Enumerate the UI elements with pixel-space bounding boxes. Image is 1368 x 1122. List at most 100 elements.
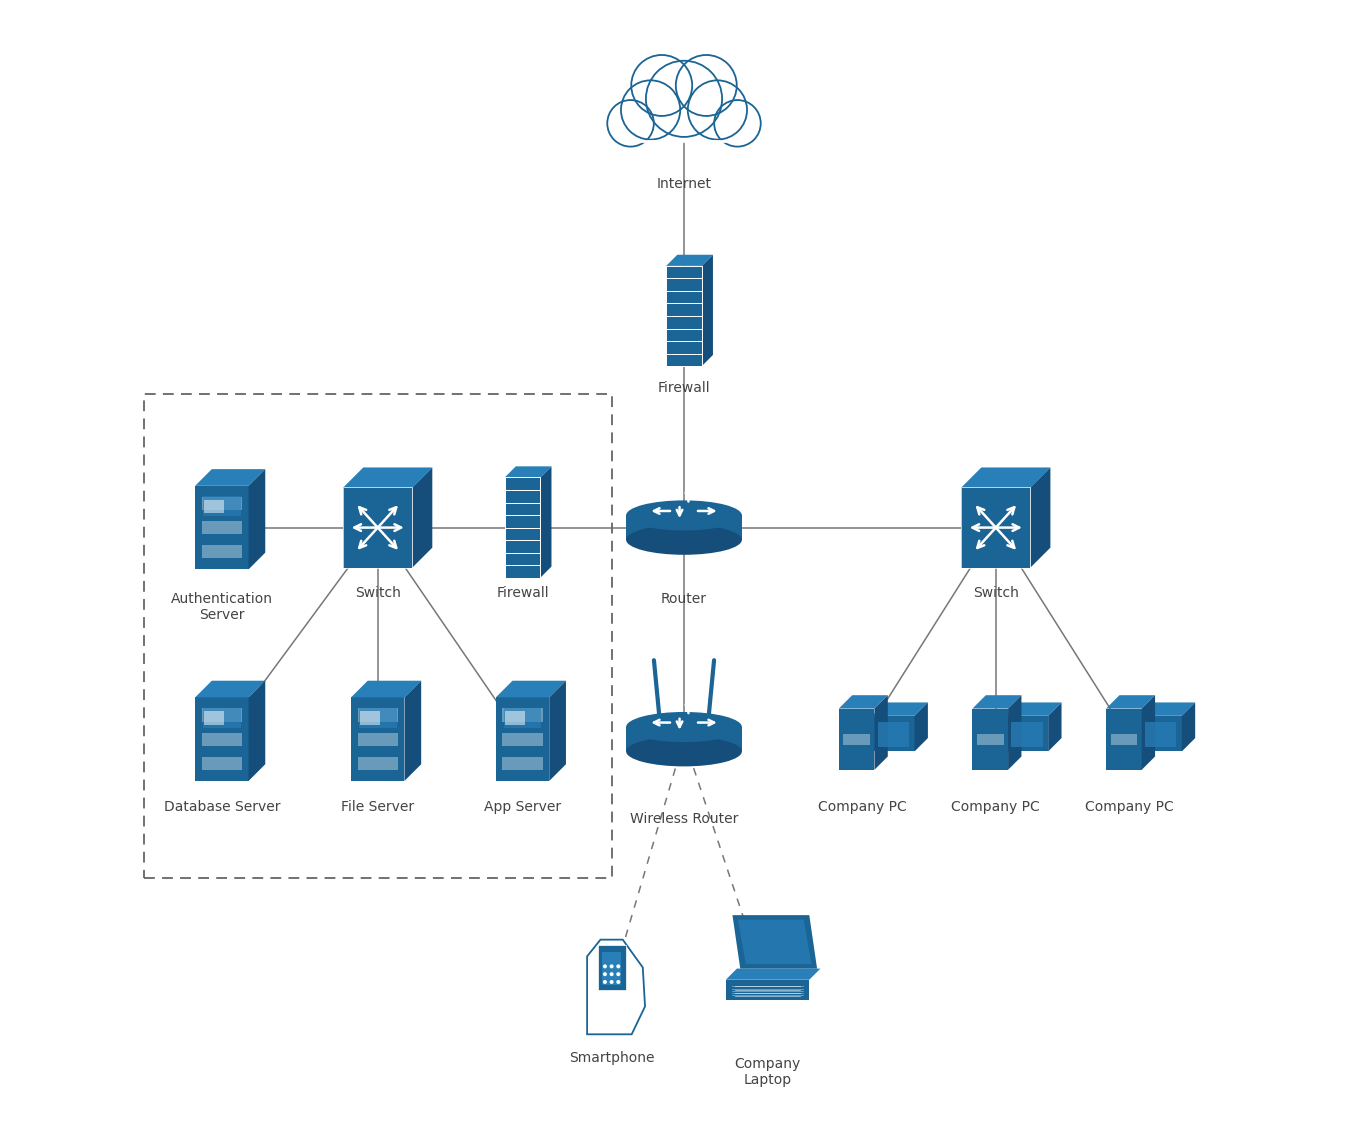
Bar <box>202 708 242 721</box>
Polygon shape <box>973 696 1022 709</box>
Polygon shape <box>343 468 432 487</box>
Polygon shape <box>962 487 1030 568</box>
Polygon shape <box>196 469 265 486</box>
Bar <box>602 951 621 985</box>
Text: Company PC: Company PC <box>1085 800 1174 815</box>
Circle shape <box>621 81 680 139</box>
Ellipse shape <box>627 736 741 766</box>
Bar <box>358 708 397 728</box>
Ellipse shape <box>627 500 741 531</box>
Bar <box>977 734 1004 745</box>
Bar <box>1145 723 1176 747</box>
Circle shape <box>607 100 654 147</box>
Text: File Server: File Server <box>341 800 415 815</box>
Bar <box>666 303 702 316</box>
Polygon shape <box>874 696 888 770</box>
Polygon shape <box>839 696 888 709</box>
Text: Firewall: Firewall <box>497 586 549 599</box>
Circle shape <box>714 100 761 147</box>
Bar <box>1111 734 1137 745</box>
Bar <box>666 341 702 353</box>
Polygon shape <box>973 709 1008 770</box>
Polygon shape <box>737 920 811 964</box>
Bar <box>627 515 741 540</box>
Polygon shape <box>873 702 928 716</box>
Polygon shape <box>1142 696 1155 770</box>
Polygon shape <box>732 916 817 968</box>
Bar <box>202 708 241 728</box>
Bar <box>202 496 241 516</box>
Bar <box>502 756 543 770</box>
Polygon shape <box>1005 716 1048 752</box>
Bar <box>360 711 380 725</box>
Circle shape <box>603 965 607 968</box>
Polygon shape <box>962 468 1051 487</box>
Polygon shape <box>1140 716 1182 752</box>
Polygon shape <box>1005 702 1062 716</box>
Text: Router: Router <box>661 592 707 606</box>
Text: Company PC: Company PC <box>952 800 1040 815</box>
Text: Database Server: Database Server <box>164 800 280 815</box>
Polygon shape <box>666 255 713 266</box>
Bar <box>878 723 908 747</box>
Bar <box>202 521 242 534</box>
Text: Company PC: Company PC <box>818 800 907 815</box>
Polygon shape <box>343 487 412 568</box>
Polygon shape <box>352 681 421 698</box>
Bar <box>204 711 224 725</box>
Polygon shape <box>1140 702 1196 716</box>
Polygon shape <box>839 709 874 770</box>
Bar <box>666 329 702 341</box>
Circle shape <box>610 965 614 968</box>
Bar <box>202 756 242 770</box>
Bar <box>843 734 870 745</box>
Bar <box>666 291 702 303</box>
Bar <box>726 980 810 1000</box>
Bar <box>505 565 540 578</box>
Polygon shape <box>1048 702 1062 752</box>
Ellipse shape <box>627 525 741 554</box>
Polygon shape <box>196 681 265 698</box>
Bar <box>503 708 542 728</box>
Polygon shape <box>196 486 249 569</box>
Circle shape <box>631 55 692 116</box>
Bar <box>505 527 540 540</box>
Polygon shape <box>702 255 713 366</box>
Bar <box>357 708 398 721</box>
Polygon shape <box>249 469 265 569</box>
Bar <box>505 478 540 490</box>
Text: Switch: Switch <box>354 586 401 599</box>
Polygon shape <box>505 467 551 478</box>
Bar <box>666 316 702 329</box>
Bar <box>622 113 746 141</box>
Polygon shape <box>1182 702 1196 752</box>
Polygon shape <box>249 681 265 781</box>
Circle shape <box>676 55 737 116</box>
Polygon shape <box>549 681 566 781</box>
Bar <box>505 711 525 725</box>
Circle shape <box>603 972 607 976</box>
Text: Switch: Switch <box>973 586 1019 599</box>
Bar <box>666 278 702 291</box>
Circle shape <box>603 980 607 984</box>
Bar <box>627 727 741 752</box>
Polygon shape <box>726 968 821 980</box>
Polygon shape <box>873 716 915 752</box>
Circle shape <box>646 61 722 137</box>
Polygon shape <box>1107 709 1142 770</box>
Bar <box>202 733 242 746</box>
Bar <box>666 266 702 278</box>
Polygon shape <box>540 467 551 578</box>
Text: Smartphone: Smartphone <box>569 1051 654 1065</box>
Polygon shape <box>196 698 249 781</box>
Text: Wireless Router: Wireless Router <box>629 811 739 826</box>
Bar <box>502 708 543 721</box>
Polygon shape <box>495 698 549 781</box>
Bar <box>357 733 398 746</box>
Bar <box>1011 723 1042 747</box>
Polygon shape <box>495 681 566 698</box>
Text: App Server: App Server <box>484 800 561 815</box>
Polygon shape <box>1008 696 1022 770</box>
Bar <box>666 353 702 366</box>
Polygon shape <box>412 468 432 568</box>
